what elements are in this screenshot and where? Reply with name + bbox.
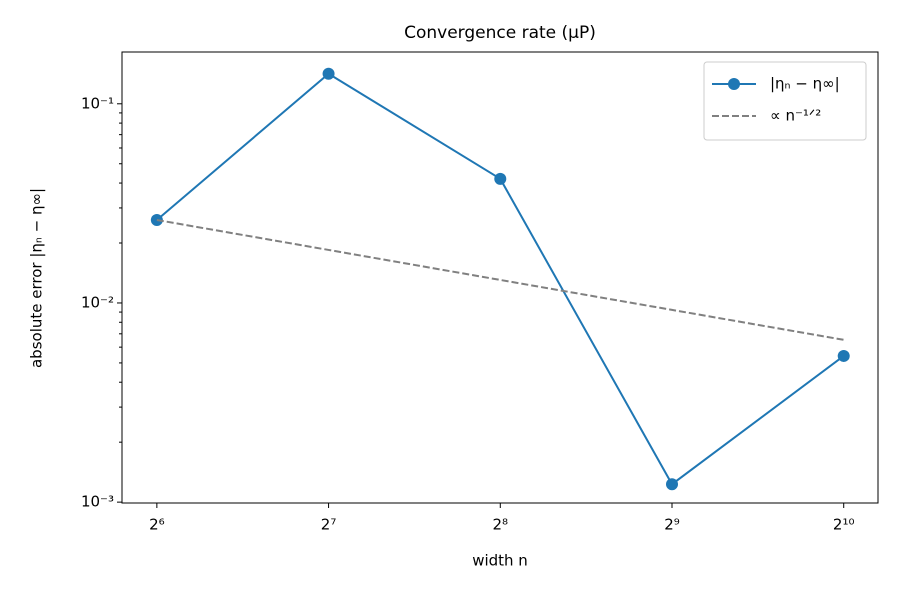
plot-frame	[121, 51, 879, 504]
x-tick-label: 2¹⁰	[833, 516, 855, 534]
legend-label: ∝ n⁻¹ᐟ²	[770, 107, 821, 125]
x-tick-label: 2⁷	[321, 516, 337, 534]
y-axis-label: absolute error |ηₙ − η∞|	[28, 188, 46, 368]
data-point	[665, 478, 678, 491]
legend-label: |ηₙ − η∞|	[770, 75, 840, 93]
x-tick-label: 2⁸	[493, 516, 509, 534]
data-point	[837, 349, 850, 362]
x-tick-label: 2⁶	[149, 516, 165, 534]
data-point	[494, 172, 507, 185]
y-tick-label: 10⁻¹	[81, 94, 114, 112]
data-point	[322, 67, 335, 80]
legend-marker	[728, 78, 740, 90]
y-tick-label: 10⁻³	[81, 493, 114, 511]
series-line	[156, 218, 844, 341]
y-tick-label: 10⁻²	[81, 293, 114, 311]
x-tick-label: 2⁹	[664, 516, 680, 534]
x-axis-label: width n	[472, 552, 528, 570]
chart-title: Convergence rate (μP)	[404, 23, 596, 43]
legend-box	[703, 61, 867, 141]
